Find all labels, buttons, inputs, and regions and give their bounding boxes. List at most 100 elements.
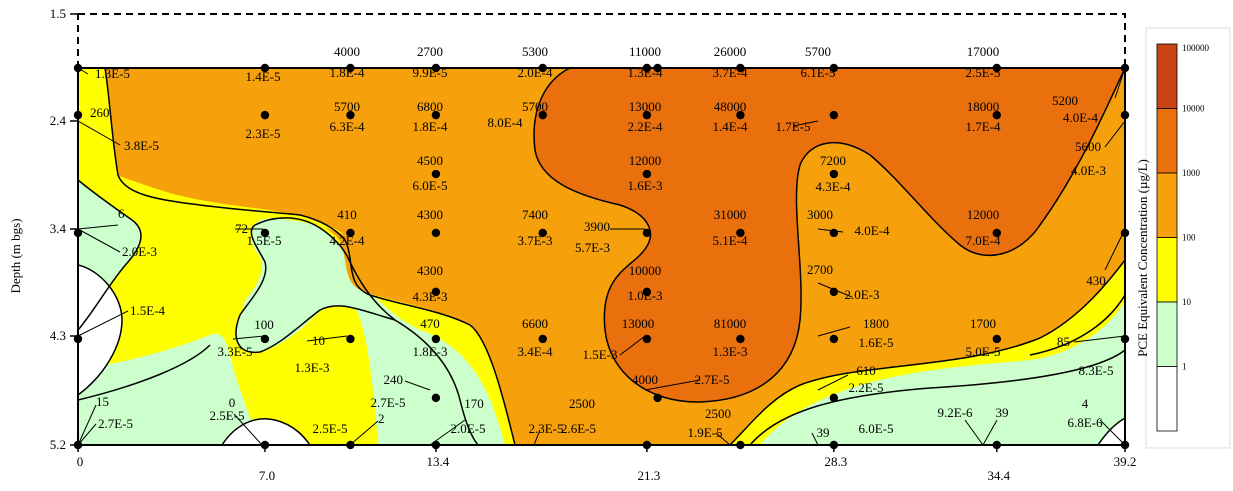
legend-swatch xyxy=(1156,366,1178,432)
legend-colorbar: 100000 10000 1000 100 10 1 xyxy=(1156,43,1210,432)
leader-line xyxy=(233,413,263,446)
concentration-label: 6.8E-6 xyxy=(1067,415,1103,430)
legend-tick-label: 10000 xyxy=(1182,104,1205,114)
sample-point xyxy=(346,63,355,73)
sample-point xyxy=(642,63,652,73)
sample-point xyxy=(653,63,662,73)
leader-line xyxy=(77,224,119,230)
concentration-label: 2.0E-4 xyxy=(517,65,553,80)
concentration-label: 4.0E-3 xyxy=(1071,163,1106,178)
legend-tick-label: 1000 xyxy=(1182,168,1201,178)
sample-point xyxy=(992,334,1001,344)
concentration-label: 12000 xyxy=(629,153,662,168)
sample-point xyxy=(829,440,839,450)
leader-line xyxy=(817,374,849,391)
sample-point xyxy=(736,63,745,73)
sample-point xyxy=(538,63,547,73)
concentration-label: 1.5E-4 xyxy=(130,303,166,318)
leader-line xyxy=(1099,419,1126,446)
concentration-label: 2700 xyxy=(807,262,833,277)
sample-point xyxy=(431,63,441,73)
sample-point xyxy=(736,334,745,344)
concentration-label: 1.8E-4 xyxy=(329,65,365,80)
concentration-label: 31000 xyxy=(714,207,747,222)
concentration-label: 1.3E-3 xyxy=(712,344,747,359)
concentration-label: 5600 xyxy=(1075,139,1101,154)
concentration-label: 6800 xyxy=(417,99,443,114)
leader-line xyxy=(1073,335,1126,343)
leader-line xyxy=(811,432,819,446)
sample-point xyxy=(431,334,441,344)
concentration-label: 8.3E-5 xyxy=(1078,363,1113,378)
sample-point xyxy=(829,110,839,120)
concentration-label: 1.8E-4 xyxy=(412,119,448,134)
x-tick-label: 0 xyxy=(77,454,84,469)
sample-point xyxy=(346,228,355,238)
sample-point xyxy=(260,440,270,450)
sample-point xyxy=(1120,63,1130,73)
sample-point xyxy=(431,169,441,179)
contour-lines xyxy=(78,68,1125,445)
concentration-label: 39 xyxy=(996,405,1009,420)
sample-point xyxy=(642,169,652,179)
concentration-label: 1.7E-5 xyxy=(775,119,810,134)
x-tick-label: 13.4 xyxy=(427,454,450,469)
x-tick-label: 34.4 xyxy=(987,468,1010,483)
concentration-label: 170 xyxy=(464,396,484,411)
concentration-label: 1700 xyxy=(970,316,996,331)
concentration-label: 3900 xyxy=(584,219,610,234)
concentration-label: 7400 xyxy=(522,207,548,222)
concentration-label: 5700 xyxy=(522,99,548,114)
sample-point xyxy=(346,440,355,450)
leader-line xyxy=(792,120,819,127)
contour-line-100-top xyxy=(104,68,516,445)
sample-point xyxy=(829,169,839,179)
concentration-label: 6.0E-5 xyxy=(412,178,447,193)
concentration-label: 4000 xyxy=(334,44,360,59)
contour-line-1-bottom xyxy=(221,418,311,445)
concentration-label: 13000 xyxy=(622,316,655,331)
x-tick-label: 39.2 xyxy=(1114,454,1137,469)
sample-point xyxy=(736,228,745,238)
concentration-label: 2 xyxy=(378,411,385,426)
contour-line-10-left xyxy=(78,179,142,331)
concentration-label: 17000 xyxy=(967,44,1000,59)
plot-border xyxy=(77,67,1126,446)
sample-point xyxy=(73,63,83,73)
sample-point xyxy=(829,63,839,73)
concentration-label: 8.0E-4 xyxy=(487,115,523,130)
concentration-label: 1.4E-5 xyxy=(245,69,280,84)
sample-point xyxy=(653,393,662,403)
sample-point xyxy=(346,110,355,120)
concentration-label: 6600 xyxy=(522,316,548,331)
sample-point xyxy=(992,110,1001,120)
contour-line-10-pocket xyxy=(254,217,479,445)
y-tick-label: 4.3 xyxy=(50,328,66,343)
sample-point xyxy=(538,228,547,238)
sample-point xyxy=(642,334,652,344)
band-10-100-left xyxy=(78,68,345,235)
leader-line xyxy=(1114,67,1126,99)
concentration-label: 3.7E-3 xyxy=(517,233,552,248)
concentration-label: 2.0E-3 xyxy=(844,287,879,302)
concentration-label: 2.2E-4 xyxy=(627,119,663,134)
sample-point xyxy=(431,228,441,238)
legend: 100000 10000 1000 100 10 1 PCE Equivalent Con… xyxy=(1135,27,1231,449)
sample-point xyxy=(346,334,355,344)
leader-line xyxy=(619,335,646,356)
sample-point xyxy=(642,440,652,450)
sample-point xyxy=(642,110,652,120)
legend-swatch xyxy=(1156,43,1178,109)
concentration-label: 2.5E-5 xyxy=(209,408,244,423)
concentration-label: 39 xyxy=(817,425,830,440)
contour-line-10-right-b xyxy=(1029,294,1125,356)
leader-line xyxy=(77,120,121,146)
concentration-label: 240 xyxy=(384,372,404,387)
concentration-label: 3.4E-4 xyxy=(517,344,553,359)
concentration-label: 5300 xyxy=(522,44,548,59)
contour-line-1-left xyxy=(78,264,123,396)
concentration-label: 4000 xyxy=(632,372,658,387)
concentration-label: 4.0E-4 xyxy=(1063,110,1099,125)
concentration-label: 5.1E-4 xyxy=(712,233,748,248)
y-tick-label: 1.5 xyxy=(50,6,66,21)
